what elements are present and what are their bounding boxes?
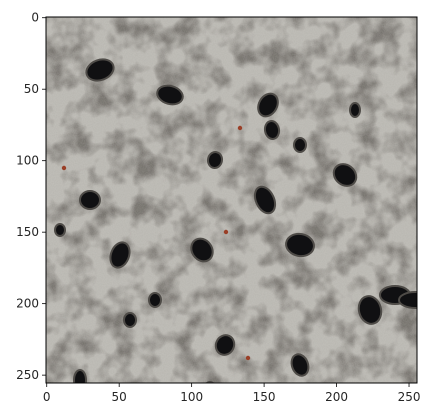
x-tick-label: 200	[325, 390, 348, 404]
dark-inclusion	[55, 224, 65, 236]
x-axis-ticks: 0 50 100 150 200 250	[43, 383, 421, 404]
dark-inclusion	[80, 191, 100, 209]
dark-inclusion	[294, 138, 306, 152]
y-tick-label: 250	[16, 368, 39, 382]
dark-inclusion	[124, 313, 136, 327]
y-tick-label: 150	[16, 225, 39, 239]
x-tick-label: 0	[43, 390, 51, 404]
y-tick-label: 100	[16, 154, 39, 168]
y-tick-label: 200	[16, 297, 39, 311]
dark-inclusion	[74, 370, 86, 390]
rust-fleck	[224, 230, 228, 234]
dark-inclusion	[204, 382, 216, 398]
y-axis-ticks: 0 50 100 150 200 250	[16, 11, 46, 382]
x-tick-label: 100	[180, 390, 203, 404]
dark-inclusion	[399, 292, 430, 308]
rust-fleck	[62, 166, 66, 170]
y-tick-label: 0	[31, 11, 39, 25]
dark-inclusion	[350, 103, 360, 117]
x-tick-label: 150	[253, 390, 276, 404]
x-tick-label: 50	[112, 390, 127, 404]
dark-inclusion	[149, 293, 161, 307]
rust-fleck	[238, 126, 242, 130]
rust-fleck	[246, 356, 250, 360]
texture-image	[46, 17, 430, 398]
y-tick-label: 50	[24, 82, 39, 96]
x-tick-label: 250	[398, 390, 421, 404]
